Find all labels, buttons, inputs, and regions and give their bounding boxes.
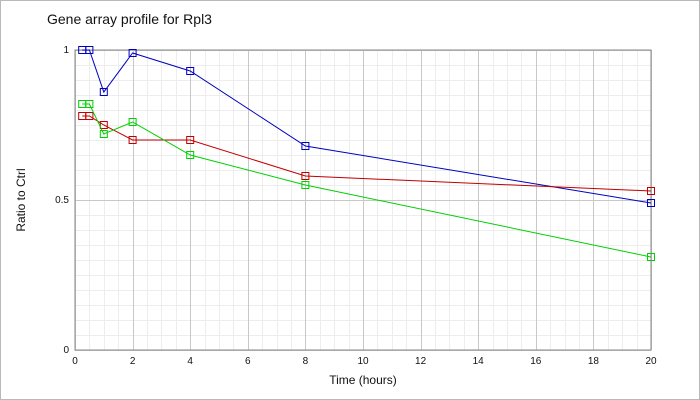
x-tick-label: 8	[303, 356, 309, 367]
data-point-marker	[85, 112, 94, 120]
axis-ticks: 0 2 4 6 8 10 12 14 16 18 20 0 0.5 1	[55, 45, 657, 367]
data-point-marker	[186, 67, 195, 75]
x-tick-label: 6	[245, 356, 251, 367]
data-point-marker	[301, 142, 310, 150]
data-point-marker	[99, 88, 108, 96]
data-point-marker	[186, 151, 195, 159]
data-point-marker	[78, 100, 87, 108]
data-point-marker	[301, 181, 310, 189]
data-point-marker	[128, 136, 137, 144]
series-line	[82, 49, 652, 204]
y-axis-label: Ratio to Ctrl	[14, 168, 28, 231]
data-point-marker	[85, 100, 94, 108]
data-point-marker	[301, 172, 310, 180]
data-point-marker	[647, 253, 655, 261]
series-1	[78, 46, 655, 207]
x-tick-label: 20	[645, 356, 657, 367]
x-tick-label: 10	[357, 356, 369, 367]
x-tick-label: 2	[130, 356, 136, 367]
series-line	[82, 115, 652, 192]
data-point-marker	[99, 121, 108, 129]
data-point-marker	[128, 118, 137, 126]
x-tick-label: 0	[72, 356, 78, 367]
data-point-marker	[78, 112, 87, 120]
series-line	[82, 103, 652, 258]
x-tick-label: 18	[588, 356, 600, 367]
data-point-marker	[128, 49, 137, 57]
series-group	[78, 46, 655, 261]
x-tick-label: 4	[187, 356, 193, 367]
data-point-marker	[85, 46, 94, 54]
x-tick-label: 12	[415, 356, 427, 367]
x-tick-label: 14	[473, 356, 485, 367]
y-tick-label: 1	[63, 45, 69, 56]
data-point-marker	[647, 187, 655, 195]
data-point-marker	[186, 136, 195, 144]
y-tick-label: 0	[63, 345, 69, 356]
data-point-marker	[78, 46, 87, 54]
series-2	[78, 112, 655, 195]
grid	[75, 50, 652, 351]
x-tick-label: 16	[530, 356, 542, 367]
chart-title: Gene array profile for Rpl3	[47, 11, 212, 27]
x-axis-label: Time (hours)	[329, 373, 397, 387]
data-point-marker	[99, 130, 108, 138]
data-point-marker	[647, 199, 655, 207]
series-3	[78, 100, 655, 261]
y-tick-label: 0.5	[55, 195, 69, 206]
